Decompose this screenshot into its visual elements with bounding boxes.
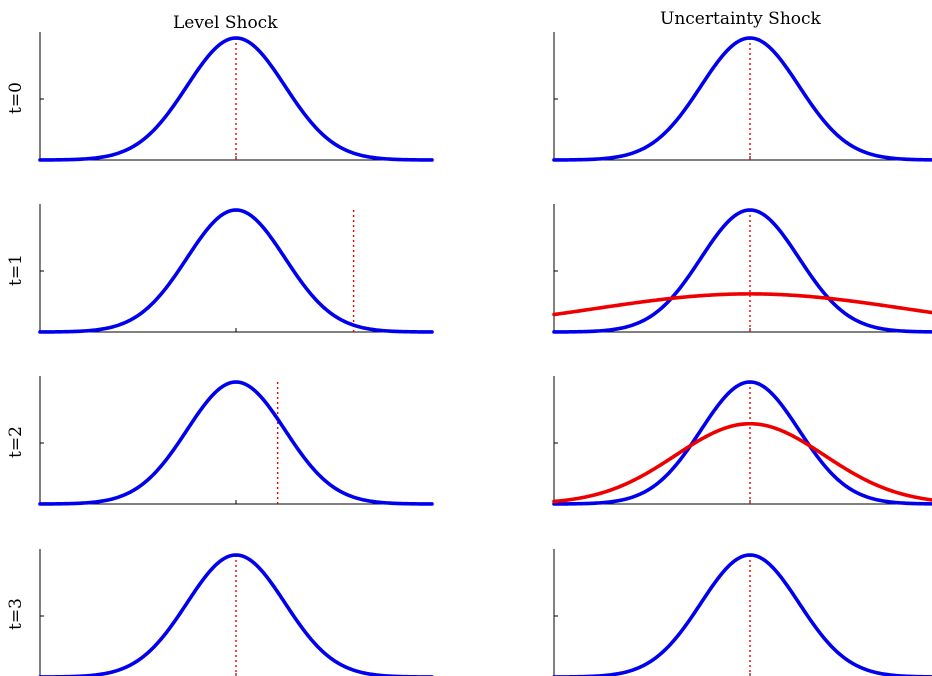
shock-curve — [552, 292, 932, 317]
baseline-curve — [552, 553, 932, 676]
baseline-curve — [38, 36, 434, 162]
panel-uncertainty-t0 — [552, 32, 932, 162]
panel-level-t3 — [38, 549, 434, 676]
baseline-curve — [38, 208, 434, 334]
baseline-curve — [38, 553, 434, 676]
baseline-curve — [552, 208, 932, 334]
baseline-curve — [552, 380, 932, 506]
baseline-curve — [552, 36, 932, 162]
panel-uncertainty-t2 — [552, 376, 932, 506]
panel-level-t2 — [38, 376, 434, 506]
shock-curve — [552, 421, 932, 504]
panel-uncertainty-t1 — [552, 204, 932, 334]
baseline-curve — [38, 380, 434, 506]
column-title-uncertainty-shock: Uncertainty Shock — [660, 9, 821, 29]
panel-level-t0 — [38, 32, 434, 162]
panel-level-t1 — [38, 204, 434, 334]
panel-uncertainty-t3 — [552, 549, 932, 676]
column-title-level-shock: Level Shock — [173, 13, 278, 33]
